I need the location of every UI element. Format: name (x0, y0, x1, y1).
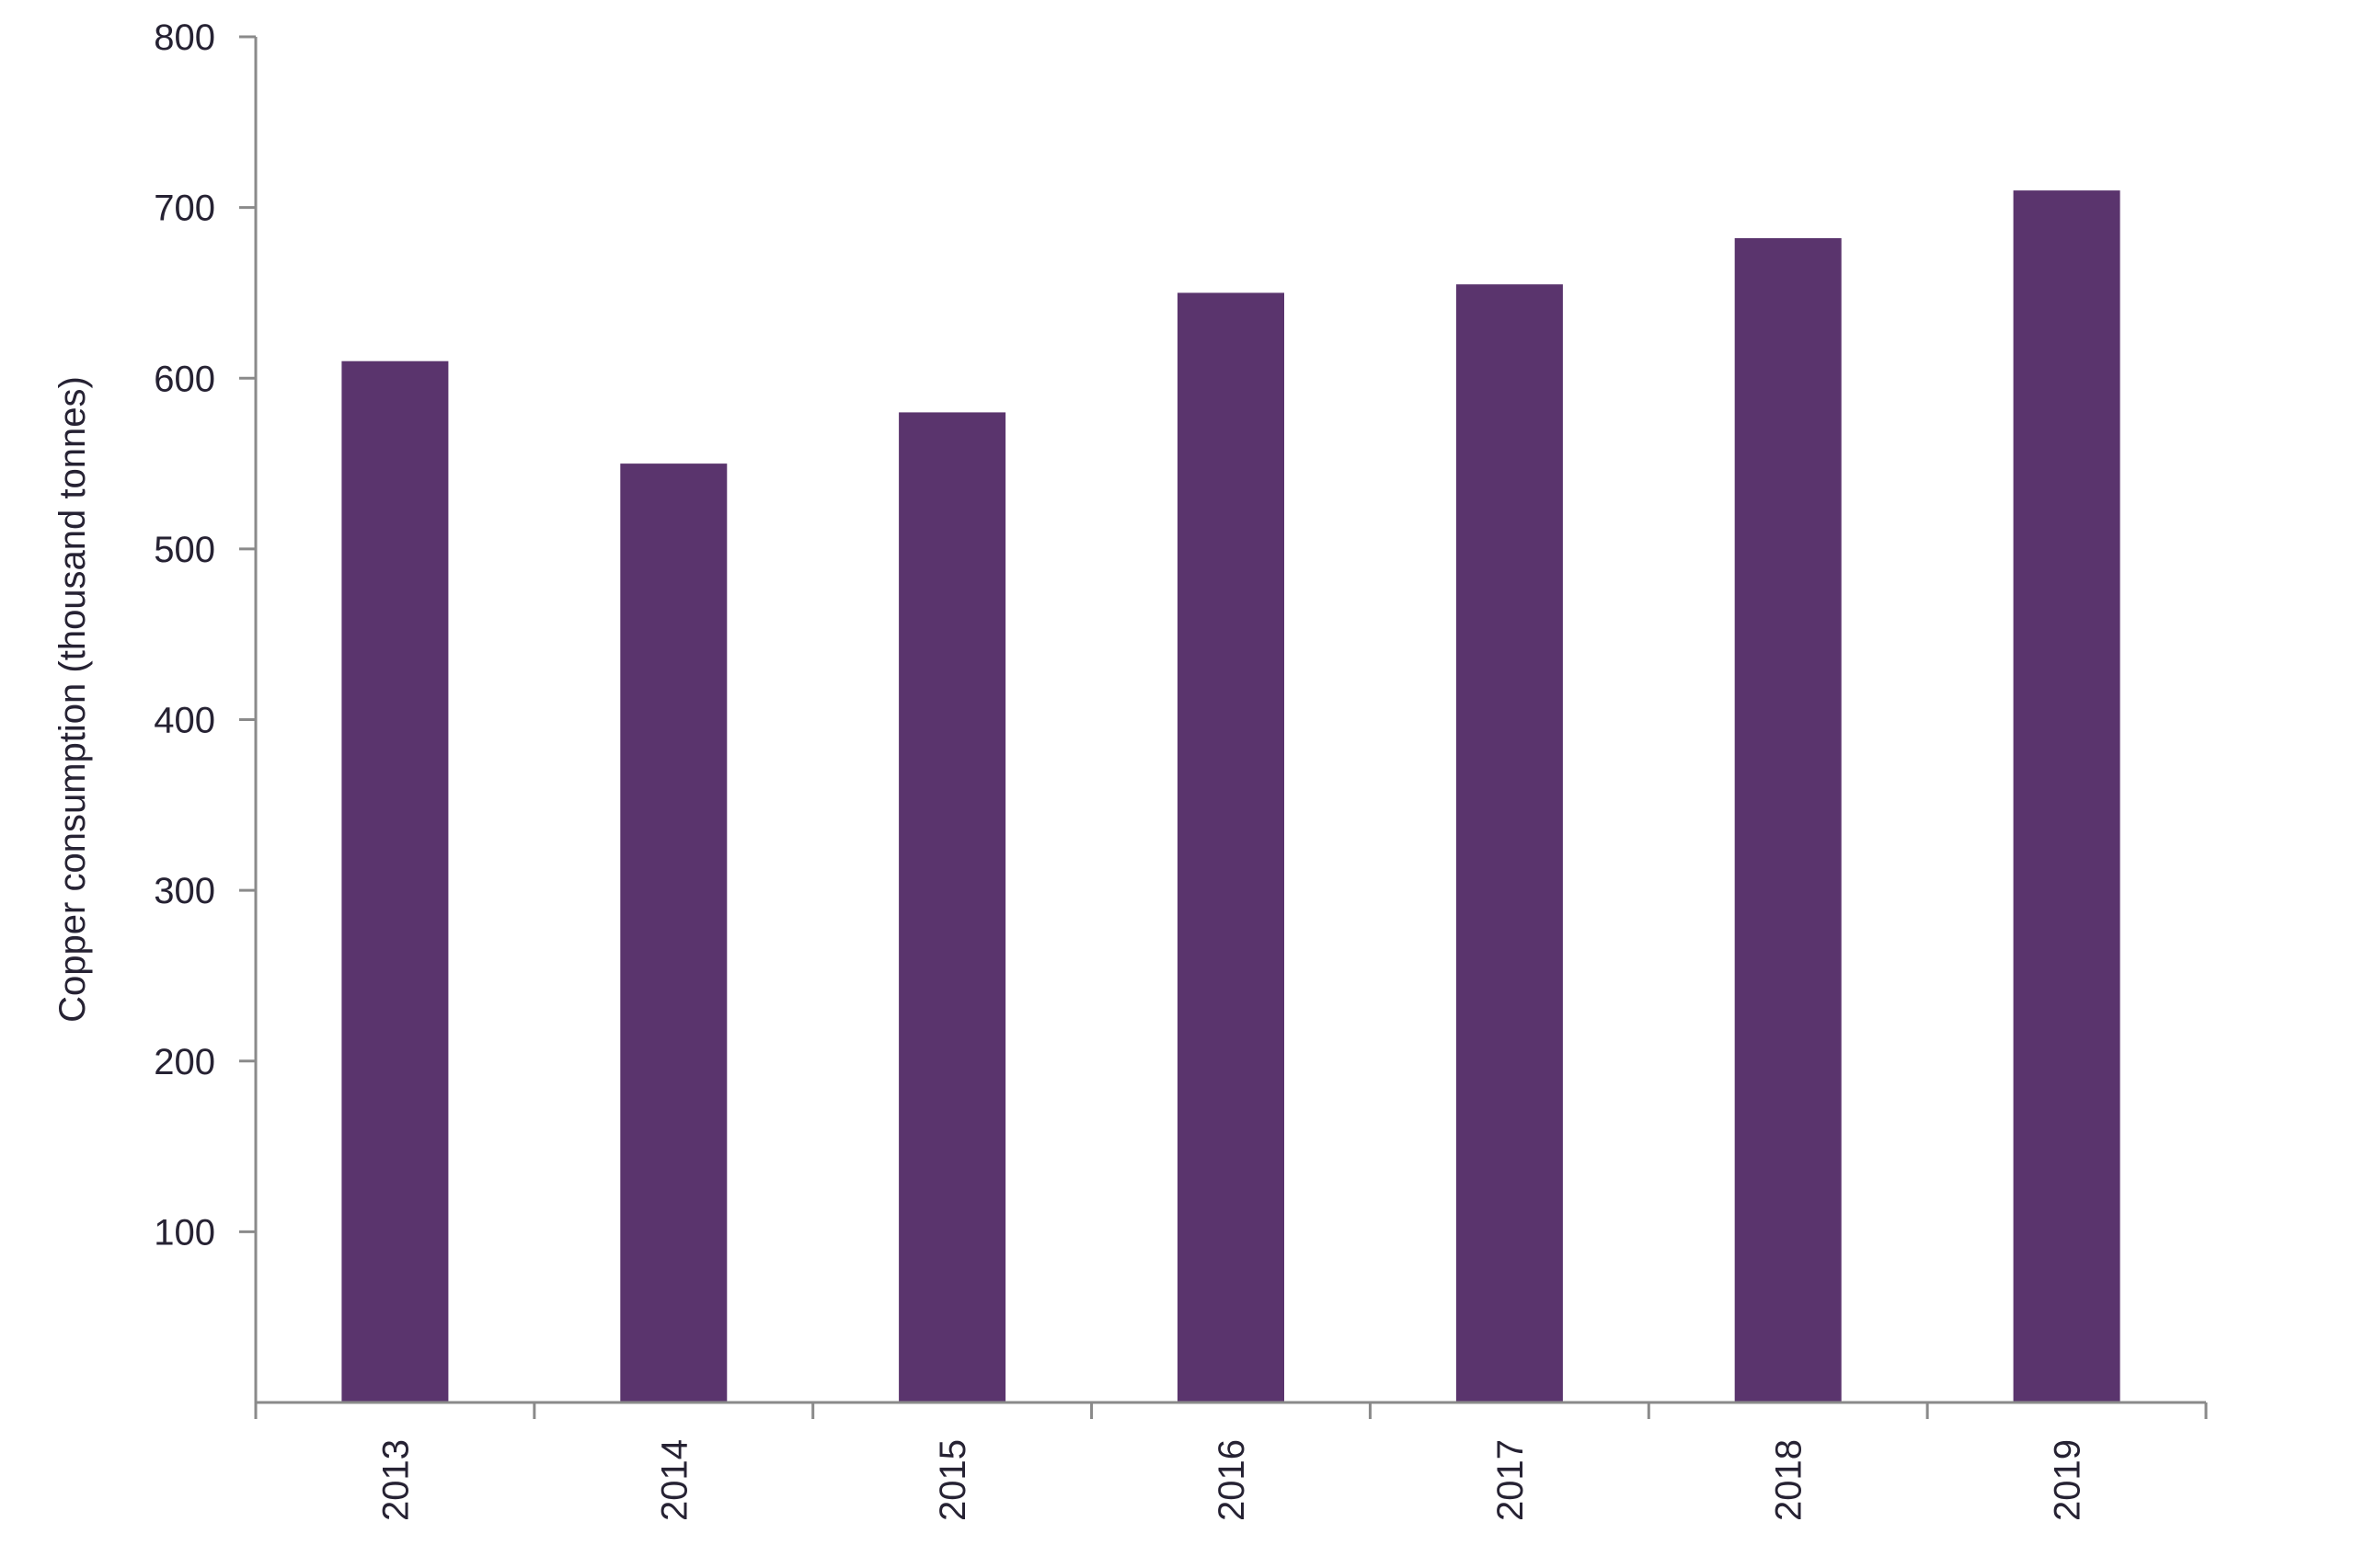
y-tick-label-600: 600 (154, 359, 215, 399)
x-axis: 2013 2014 2015 2016 2017 2018 2019 (254, 1401, 2208, 1521)
y-tick-label-400: 400 (154, 701, 215, 741)
bar-2019 (2013, 190, 2120, 1403)
y-tick-label-800: 800 (154, 17, 215, 58)
bar-2015 (899, 412, 1006, 1402)
bars-group (341, 190, 2120, 1403)
y-tick-label-300: 300 (154, 871, 215, 911)
y-tick-label-200: 200 (154, 1042, 215, 1082)
x-tick-label-2019: 2019 (2048, 1439, 2088, 1521)
x-tick-label-2014: 2014 (654, 1439, 695, 1521)
x-tick-label-2016: 2016 (1212, 1439, 1252, 1521)
bar-2018 (1734, 238, 1842, 1402)
y-axis: 100 200 300 400 500 600 700 800 (154, 17, 258, 1402)
bar-2016 (1178, 292, 1284, 1402)
x-tick-label-2018: 2018 (1769, 1439, 1809, 1521)
bar-2013 (341, 361, 449, 1403)
x-tick-label-2013: 2013 (375, 1439, 416, 1521)
x-tick-label-2017: 2017 (1490, 1439, 1531, 1521)
y-tick-label-700: 700 (154, 189, 215, 229)
x-tick-label-2015: 2015 (933, 1439, 973, 1521)
y-axis-title: Copper consumption (thousand tonnes) (52, 376, 93, 1023)
y-tick-label-500: 500 (154, 530, 215, 570)
y-tick-label-100: 100 (154, 1212, 215, 1253)
bar-2014 (620, 464, 728, 1403)
bar-2017 (1455, 284, 1563, 1403)
